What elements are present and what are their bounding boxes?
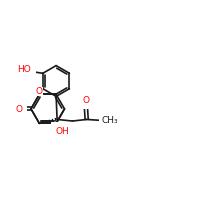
Text: O: O bbox=[82, 96, 89, 105]
Text: O: O bbox=[16, 105, 23, 114]
Text: OH: OH bbox=[56, 127, 70, 136]
Text: HO: HO bbox=[18, 65, 31, 74]
Text: O: O bbox=[36, 87, 43, 96]
Text: CH₃: CH₃ bbox=[101, 116, 118, 125]
